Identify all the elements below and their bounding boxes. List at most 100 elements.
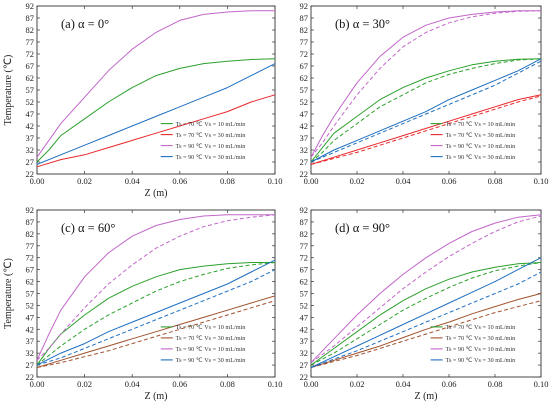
x-axis-label: Z (m) [144, 391, 167, 402]
y-tick-label: 92 [26, 205, 35, 215]
x-tick-label: 0.08 [488, 379, 503, 389]
y-tick-label: 72 [300, 253, 309, 263]
x-axis-label: Z (m) [414, 391, 437, 402]
legend-entry: Ts = 70 ℃ Vs = 30 mL/min [446, 335, 516, 342]
x-tick-label: 0.02 [77, 176, 92, 186]
y-axis-label: Temperature (℃) [3, 258, 14, 329]
y-tick-label: 27 [300, 157, 309, 167]
y-axis-label: Temperature (℃) [3, 55, 14, 126]
y-tick-label: 87 [26, 217, 35, 227]
chart-panel-2: 22 27 32 37 42 47 52 57 62 67 72 77 82 87 92 0.00 0.02 0.… [300, 1, 549, 186]
x-tick-label: 0.10 [268, 176, 283, 186]
plot-frame [36, 5, 276, 175]
panel-title: (a) α = 0° [61, 17, 109, 31]
legend-entry: Ts = 70 ℃ Vs = 30 mL/min [446, 132, 516, 139]
y-tick-label: 77 [26, 241, 35, 251]
y-tick-label: 72 [300, 49, 309, 59]
series-line-7 [36, 259, 276, 366]
series-line-1 [310, 58, 542, 163]
series-line-8 [36, 269, 276, 366]
series-line-6 [310, 10, 542, 158]
legend-entry: Ts = 90 ℃ Vs = 10 mL/min [446, 143, 516, 150]
y-tick-label: 32 [300, 348, 309, 358]
y-tick-label: 52 [26, 97, 35, 107]
y-tick-label: 62 [300, 73, 309, 83]
legend-entry: Ts = 70 ℃ Vs = 10 mL/min [446, 324, 516, 331]
series-line-2 [36, 94, 276, 168]
legend-entry: Ts = 70 ℃ Vs = 30 mL/min [176, 335, 246, 342]
y-tick-label: 52 [26, 300, 35, 310]
y-tick-label: 82 [300, 25, 309, 35]
y-tick-label: 27 [26, 360, 35, 370]
y-tick-label: 62 [26, 277, 35, 287]
series-line-2 [310, 58, 542, 163]
panel-title: (b) α = 30° [335, 17, 390, 31]
y-tick-label: 57 [26, 85, 35, 95]
y-tick-label: 32 [26, 348, 35, 358]
y-tick-label: 87 [26, 13, 35, 23]
series-line-1 [36, 262, 275, 366]
x-axis-label: Z (m) [144, 188, 167, 199]
x-tick-label: 0.04 [125, 379, 141, 389]
legend-entry: Ts = 70 ℃ Vs = 10 mL/min [176, 324, 246, 331]
legend-entry: Ts = 70 ℃ Vs = 10 mL/min [176, 121, 246, 128]
legend-entry: Ts = 70 ℃ Vs = 30 mL/min [176, 132, 246, 139]
y-tick-label: 72 [26, 253, 35, 263]
y-tick-label: 77 [300, 241, 309, 251]
y-tick-label: 47 [26, 312, 35, 322]
series-line-7 [310, 257, 542, 368]
y-tick-label: 52 [300, 97, 309, 107]
y-tick-label: 22 [26, 169, 35, 179]
y-tick-label: 67 [26, 61, 35, 71]
y-tick-label: 32 [300, 145, 309, 155]
y-tick-label: 52 [300, 300, 309, 310]
series-line-6 [310, 215, 542, 364]
x-tick-label: 0.02 [77, 379, 92, 389]
x-tick-label: 0.08 [220, 379, 235, 389]
x-tick-label: 0.10 [268, 379, 283, 389]
y-tick-label: 47 [300, 312, 309, 322]
series-line-3 [310, 293, 542, 368]
series-line-3 [36, 10, 275, 158]
x-tick-label: 0.06 [172, 176, 187, 186]
y-tick-label: 47 [26, 109, 35, 119]
y-tick-label: 92 [300, 205, 309, 215]
series-line-1 [36, 58, 276, 163]
series-line-6 [36, 214, 276, 361]
x-tick-label: 0.10 [534, 379, 549, 389]
y-tick-label: 92 [300, 1, 309, 11]
series-line-5 [310, 214, 542, 364]
y-tick-label: 42 [26, 324, 35, 334]
x-tick-label: 0.04 [396, 176, 412, 186]
x-tick-label: 0.02 [350, 176, 365, 186]
legend-entry: Ts = 90 ℃ Vs = 10 mL/min [176, 143, 246, 150]
y-tick-label: 42 [300, 121, 309, 131]
y-tick-label: 57 [26, 289, 35, 299]
y-tick-label: 37 [300, 336, 309, 346]
y-tick-label: 42 [300, 324, 309, 334]
series-line-3 [36, 295, 276, 368]
y-tick-label: 82 [26, 229, 35, 239]
series-line-2 [310, 262, 542, 366]
y-tick-label: 77 [26, 37, 35, 47]
x-tick-label: 0.04 [396, 379, 412, 389]
y-tick-label: 27 [300, 360, 309, 370]
series-line-5 [36, 214, 275, 361]
y-tick-label: 57 [300, 289, 309, 299]
series-line-7 [310, 58, 542, 163]
chart-panel-1: 22 27 32 37 42 47 52 57 62 67 72 77 82 87 92 0.00 0.02 0.… [3, 1, 282, 199]
y-tick-label: 37 [26, 336, 35, 346]
y-tick-label: 92 [26, 1, 35, 11]
y-tick-label: 82 [26, 25, 35, 35]
x-tick-label: 0.00 [304, 379, 319, 389]
x-tick-label: 0.02 [350, 379, 365, 389]
series-line-1 [310, 262, 542, 366]
legend-entry: Ts = 70 ℃ Vs = 10 mL/min [446, 121, 516, 128]
series-line-8 [310, 60, 542, 163]
y-tick-label: 87 [300, 217, 309, 227]
panel-title: (d) α = 90° [335, 221, 390, 235]
x-tick-label: 0.00 [30, 176, 45, 186]
y-tick-label: 67 [26, 265, 35, 275]
